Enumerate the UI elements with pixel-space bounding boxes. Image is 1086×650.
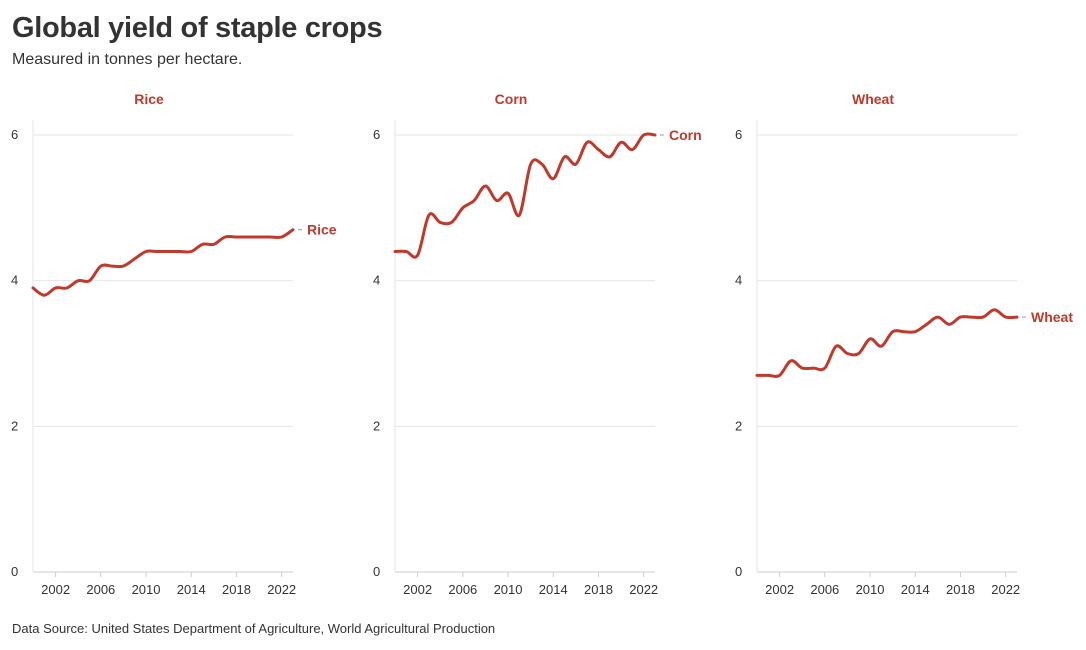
end-label: Corn [669,127,702,143]
x-tick-label: 2022 [991,582,1020,597]
y-tick-label: 0 [11,564,18,579]
x-tick-label: 2018 [222,582,251,597]
x-tick-label: 2006 [86,582,115,597]
end-label: Wheat [1031,309,1073,325]
series-line-rice [31,228,295,297]
x-tick-label: 2002 [765,582,794,597]
x-tick-label: 2014 [539,582,568,597]
x-tick-label: 2002 [41,582,70,597]
x-tick-label: 2022 [267,582,296,597]
y-tick-label: 2 [11,418,18,433]
y-tick-label: 4 [735,273,742,288]
y-tick-label: 2 [735,418,742,433]
y-tick-label: 6 [735,127,742,142]
panel-wheat: Wheat 0 2 4 6 2002 2006 2010 2014 2018 2022 Wheat [735,91,1073,597]
chart-title: Global yield of staple crops [12,12,383,44]
y-tick-label: 0 [735,564,742,579]
x-tick-label: 2010 [132,582,161,597]
y-tick-label: 0 [373,564,380,579]
panel-rice: Rice 0 2 4 6 2002 2006 2010 2014 2018 2022 Rice [11,91,337,597]
series-line-corn [393,132,657,259]
x-tick-label: 2014 [177,582,206,597]
panel-corn: Corn 0 2 4 6 2002 2006 2010 2014 2018 2022 Corn [373,91,702,597]
x-tick-label: 2010 [494,582,523,597]
x-tick-label: 2006 [448,582,477,597]
panel-title: Rice [134,91,164,107]
y-tick-label: 2 [373,418,380,433]
panel-title: Corn [495,91,528,107]
x-tick-label: 2014 [901,582,930,597]
x-tick-label: 2018 [946,582,975,597]
y-tick-label: 4 [11,273,18,288]
y-tick-label: 4 [373,273,380,288]
x-tick-label: 2006 [810,582,839,597]
panel-title: Wheat [852,91,894,107]
x-tick-label: 2010 [856,582,885,597]
x-tick-label: 2022 [629,582,658,597]
x-tick-label: 2002 [403,582,432,597]
end-label: Rice [307,222,337,238]
x-tick-label: 2018 [584,582,613,597]
data-source-note: Data Source: United States Department of… [12,621,496,636]
y-tick-label: 6 [11,127,18,142]
y-tick-label: 6 [373,127,380,142]
series-line-wheat [755,308,1019,378]
chart-subtitle: Measured in tonnes per hectare. [12,51,243,68]
